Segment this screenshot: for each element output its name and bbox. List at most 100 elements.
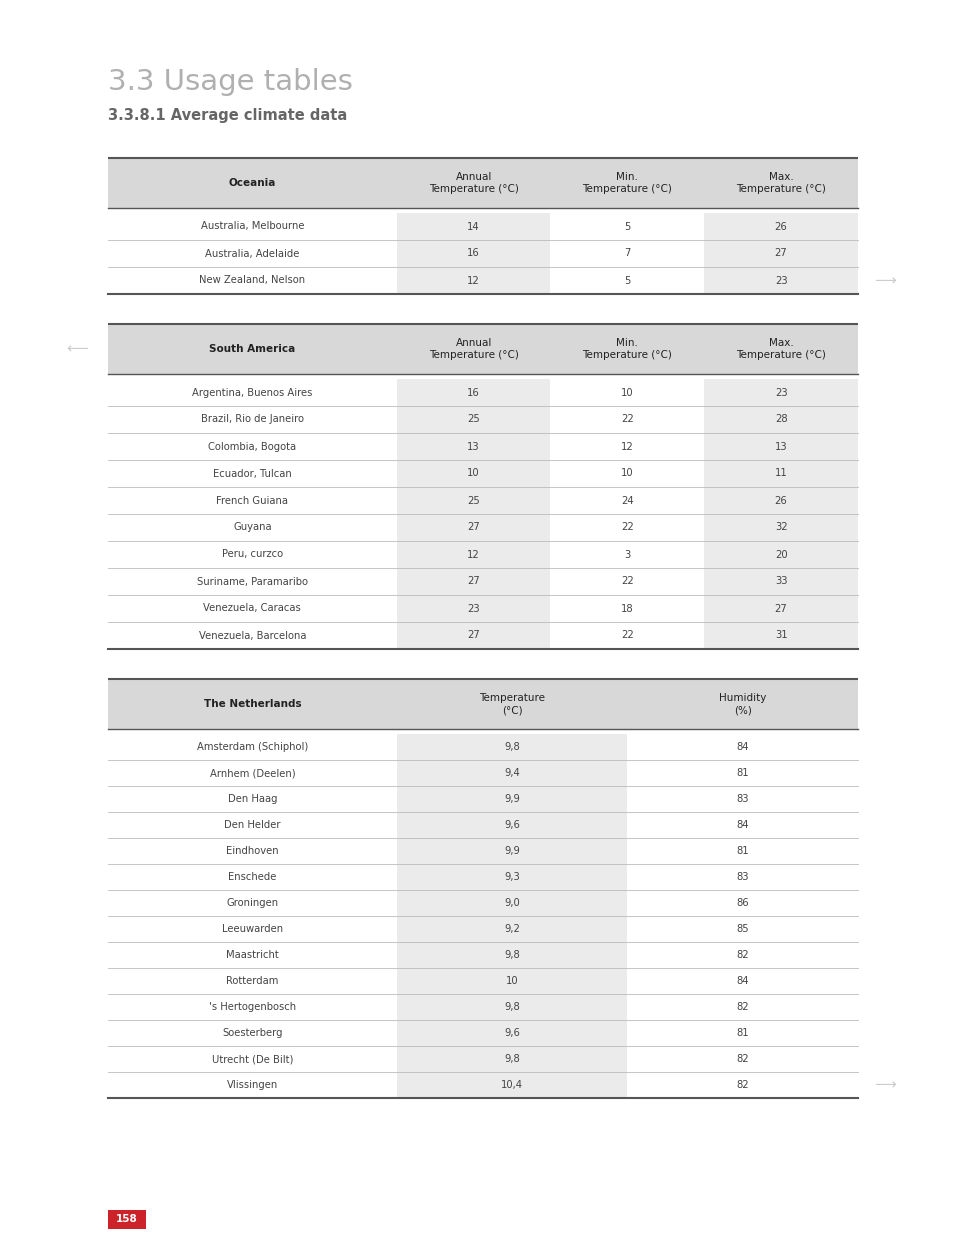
Text: 31: 31 [774,631,786,641]
Text: Venezuela, Barcelona: Venezuela, Barcelona [198,631,306,641]
Text: Peru, curzco: Peru, curzco [222,549,283,559]
Text: 22: 22 [620,631,633,641]
Text: Venezuela, Caracas: Venezuela, Caracas [203,603,301,613]
Text: 25: 25 [467,495,479,505]
Text: Argentina, Buenos Aires: Argentina, Buenos Aires [192,387,313,398]
Text: Rotterdam: Rotterdam [226,976,278,986]
Text: Australia, Melbourne: Australia, Melbourne [200,222,304,232]
Bar [396,734,627,760]
Text: 16: 16 [467,248,479,258]
Text: 158: 158 [116,1215,138,1224]
Text: 10: 10 [505,976,517,986]
Bar [703,622,857,650]
Text: Australia, Adelaide: Australia, Adelaide [205,248,299,258]
Text: 24: 24 [620,495,633,505]
Bar [396,942,627,968]
Text: Guyana: Guyana [233,523,272,533]
Text: 27: 27 [467,523,479,533]
Text: 84: 84 [736,820,748,830]
Text: 82: 82 [736,951,748,961]
Text: 12: 12 [467,549,479,559]
Text: Utrecht (De Bilt): Utrecht (De Bilt) [212,1055,293,1063]
Bar [396,864,627,890]
Bar [703,406,857,433]
Text: 10: 10 [620,469,633,479]
Bar [108,1210,146,1229]
Text: 18: 18 [620,603,633,613]
Text: Den Haag: Den Haag [228,794,276,804]
Text: 28: 28 [774,415,786,425]
Text: Leeuwarden: Leeuwarden [222,924,283,934]
Bar [703,540,857,568]
Bar [396,379,550,406]
Bar [703,568,857,594]
Bar [396,433,550,460]
Text: 9,3: 9,3 [503,872,519,882]
Text: Max.
Temperature (°C): Max. Temperature (°C) [736,172,825,194]
Text: 14: 14 [467,222,479,232]
Text: The Netherlands: The Netherlands [203,698,301,709]
Text: 9,8: 9,8 [503,1055,519,1063]
Text: 82: 82 [736,1055,748,1063]
Bar [396,213,550,240]
Bar [396,594,550,622]
Text: 9,8: 9,8 [503,742,519,752]
Bar [396,240,550,267]
Bar [703,514,857,540]
Bar [396,890,627,915]
Text: 81: 81 [736,1028,748,1038]
Bar [108,678,857,729]
Text: Maastricht: Maastricht [226,951,278,961]
Text: 84: 84 [736,742,748,752]
Text: 9,9: 9,9 [503,846,519,856]
Text: 82: 82 [736,1002,748,1012]
Bar [703,240,857,267]
Text: 12: 12 [467,276,479,286]
Text: Groningen: Groningen [226,898,278,908]
Text: 10: 10 [620,387,633,398]
Text: 26: 26 [774,495,786,505]
Bar [396,786,627,813]
Bar [396,1072,627,1099]
Text: 16: 16 [467,387,479,398]
Text: 83: 83 [736,872,748,882]
Text: 5: 5 [623,276,630,286]
Bar [703,213,857,240]
Text: Oceania: Oceania [229,178,275,188]
Bar [396,460,550,487]
Text: Min.
Temperature (°C): Min. Temperature (°C) [582,337,672,360]
Text: 81: 81 [736,767,748,777]
Text: ⟵: ⟵ [66,341,88,356]
Text: 9,0: 9,0 [503,898,519,908]
Text: 13: 13 [774,441,786,451]
Text: 11: 11 [774,469,786,479]
Bar [396,1020,627,1046]
Text: 7: 7 [623,248,630,258]
Text: 82: 82 [736,1080,748,1090]
Text: 9,8: 9,8 [503,951,519,961]
Text: 10: 10 [467,469,479,479]
Bar [396,968,627,994]
Text: Suriname, Paramaribo: Suriname, Paramaribo [196,577,308,587]
Bar [396,760,627,786]
Text: 86: 86 [736,898,748,908]
Text: 23: 23 [467,603,479,613]
Bar [396,487,550,514]
Text: 84: 84 [736,976,748,986]
Text: 13: 13 [467,441,479,451]
Text: Vlissingen: Vlissingen [227,1080,277,1090]
Text: 9,6: 9,6 [503,820,519,830]
Bar [396,622,550,650]
Text: 3: 3 [623,549,630,559]
Bar [703,487,857,514]
Text: 26: 26 [774,222,786,232]
Text: 27: 27 [467,577,479,587]
Text: Arnhem (Deelen): Arnhem (Deelen) [210,767,294,777]
Text: Den Helder: Den Helder [224,820,280,830]
Bar [396,838,627,864]
Bar [703,433,857,460]
Text: 27: 27 [774,248,786,258]
Text: ⟶: ⟶ [873,273,895,288]
Text: 33: 33 [774,577,786,587]
Bar [396,406,550,433]
